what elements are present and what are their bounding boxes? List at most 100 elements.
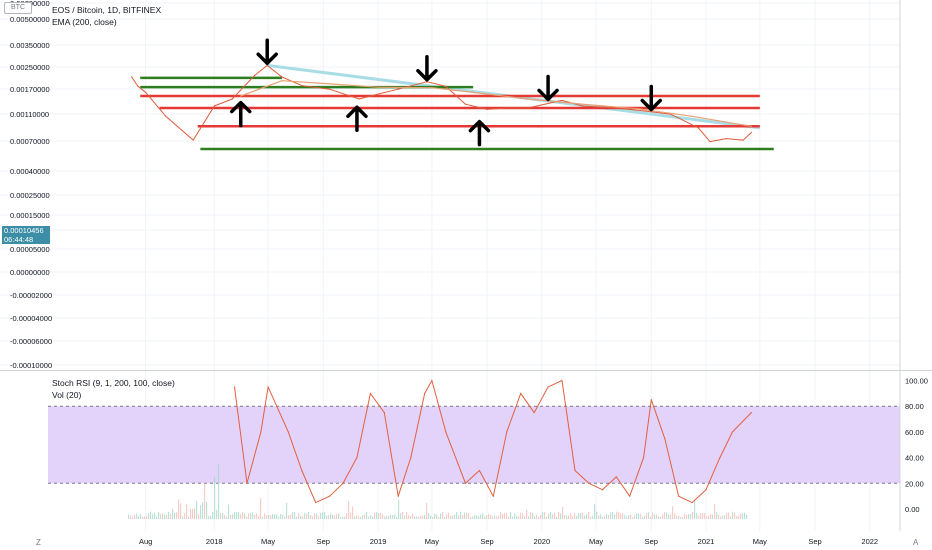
volume-bar: [620, 513, 622, 519]
volume-bar: [380, 512, 382, 519]
volume-bar: [144, 516, 146, 519]
volume-bar: [622, 513, 624, 519]
price-tick-label: 0.00250000: [10, 63, 50, 72]
volume-bar: [474, 514, 476, 519]
ema-point: [377, 86, 379, 88]
chart-title[interactable]: EOS / Bitcoin, 1D, BITFINEX: [52, 5, 162, 15]
volume-bar: [444, 516, 446, 519]
volume-bar: [596, 511, 598, 519]
stoch-rsi-point: [650, 399, 652, 401]
volume-bar: [416, 516, 418, 519]
currency-badge[interactable]: BTC: [4, 2, 32, 14]
ema-indicator-label[interactable]: EMA (200, close): [52, 17, 117, 27]
volume-bar: [202, 502, 204, 519]
volume-bar: [654, 514, 656, 519]
volume-bar: [140, 513, 142, 519]
volume-bar: [236, 512, 238, 519]
price-tick-label: -0.00006000: [10, 337, 52, 346]
volume-bar: [726, 513, 728, 519]
volume-bar: [704, 513, 706, 519]
volume-bar: [382, 514, 384, 519]
volume-bar: [394, 514, 396, 519]
volume-bar: [438, 516, 440, 519]
volume-bar: [290, 514, 292, 519]
volume-bar: [282, 514, 284, 519]
volume-bar: [242, 512, 244, 519]
volume-bar: [720, 516, 722, 519]
time-tick-label: 2021: [698, 537, 715, 546]
stoch-rsi-point: [750, 412, 752, 414]
vol-label[interactable]: Vol (20): [52, 390, 82, 400]
volume-bar: [718, 514, 720, 519]
volume-bar: [518, 516, 520, 519]
price-point: [281, 76, 283, 78]
panel-separator[interactable]: [0, 370, 932, 371]
volume-bar: [314, 512, 316, 519]
volume-bar: [452, 515, 454, 519]
volume-bar: [432, 516, 434, 519]
volume-bar: [190, 509, 192, 519]
rsi-title[interactable]: Stoch RSI (9, 1, 200, 100, close): [52, 378, 175, 388]
volume-bar: [490, 514, 492, 519]
volume-bar: [268, 514, 270, 519]
volume-bar: [286, 502, 288, 519]
price-panel[interactable]: 0.007000000.005000000.003500000.00250000…: [0, 0, 932, 370]
volume-bar: [158, 512, 160, 519]
price-point: [328, 88, 331, 90]
ema-point: [582, 103, 584, 105]
volume-bar: [648, 512, 650, 519]
rsi-tick-label: 60.00: [905, 428, 924, 437]
volume-bar: [700, 513, 702, 519]
price-tick-label: 0.00025000: [10, 191, 50, 200]
rsi-chart[interactable]: 100.00 80.00 60.00 40.00 20.00 0.00: [0, 371, 932, 531]
stoch-rsi-point: [356, 457, 358, 459]
volume-bar: [342, 516, 344, 519]
volume-bar: [170, 514, 172, 519]
volume-bar: [520, 512, 522, 519]
volume-bar: [512, 516, 514, 519]
volume-bar: [614, 514, 616, 519]
volume-bar: [476, 515, 478, 519]
volume-bar: [194, 508, 196, 519]
price-point: [464, 103, 467, 105]
volume-bar: [270, 515, 272, 519]
rsi-legend: Stoch RSI (9, 1, 200, 100, close) Vol (2…: [52, 377, 175, 401]
volume-bar: [240, 514, 242, 519]
volume-bar: [522, 513, 524, 519]
price-tick-label: 0.00110000: [10, 110, 49, 119]
price-point: [486, 108, 488, 111]
volume-bar: [354, 516, 356, 519]
zoom-toggle[interactable]: Z: [36, 538, 41, 547]
volume-bar: [588, 511, 590, 519]
volume-bar: [728, 512, 730, 519]
volume-bar: [156, 516, 158, 519]
price-chart[interactable]: 0.007000000.005000000.003500000.00250000…: [0, 0, 932, 370]
rsi-tick-label: 20.00: [905, 479, 924, 488]
price-point: [670, 113, 672, 115]
volume-bar: [558, 511, 560, 519]
price-arrows: [229, 38, 663, 147]
time-axis[interactable]: Aug 2018 May Sep 2019 May Sep 2020 May Sep 2021 May…: [0, 531, 932, 550]
volume-bar: [210, 515, 212, 519]
volume-bar: [234, 512, 236, 519]
price-tick-label: -0.00010000: [10, 361, 52, 370]
rsi-panel[interactable]: 100.00 80.00 60.00 40.00 20.00 0.00 Stoch RSI…: [0, 371, 932, 531]
volume-bar: [402, 511, 404, 519]
volume-bar: [684, 513, 686, 519]
volume-bar: [482, 513, 484, 519]
price-tick-label: 0.00070000: [10, 137, 50, 146]
volume-bars: [128, 464, 748, 519]
time-tick-label: 2019: [370, 537, 387, 546]
volume-bar: [192, 508, 194, 519]
volume-bar: [628, 515, 630, 519]
volume-bar: [744, 512, 746, 519]
down-arrow-icon-path: [416, 55, 438, 82]
volume-bar: [186, 503, 188, 519]
volume-bar: [576, 516, 578, 519]
price-tick-label: 0.00170000: [10, 85, 50, 94]
volume-bar: [296, 516, 298, 519]
stoch-rsi-point: [315, 501, 317, 504]
up-arrow-icon-path: [468, 119, 491, 147]
stoch-rsi-point: [506, 431, 508, 433]
auto-scale-toggle[interactable]: A: [913, 538, 919, 547]
